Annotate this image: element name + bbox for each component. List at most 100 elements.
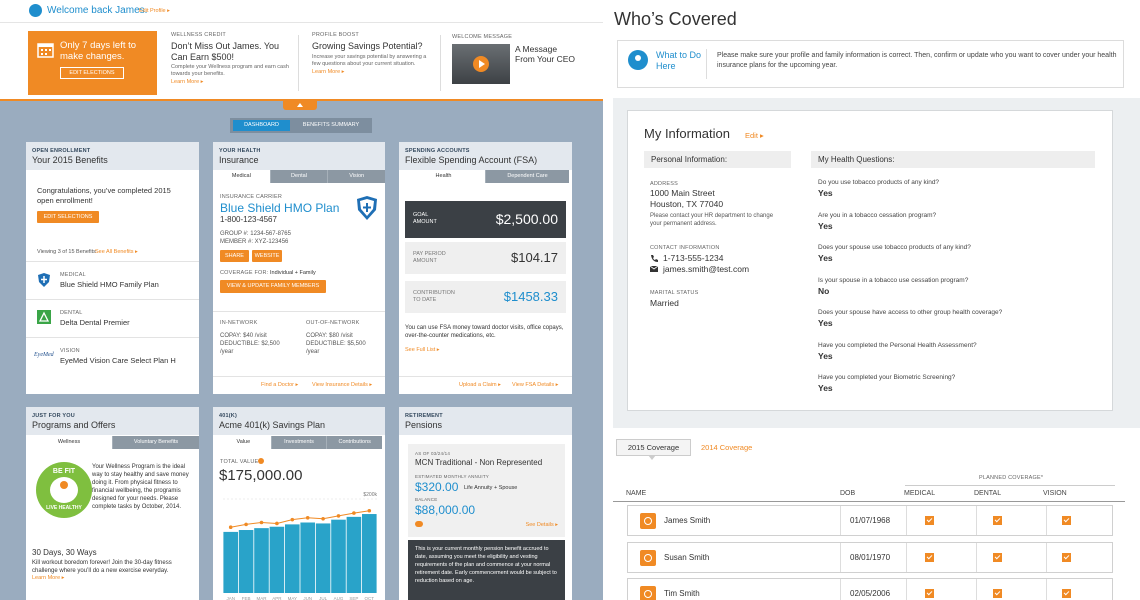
bar <box>362 514 377 593</box>
coverage-value: Individual + Family <box>270 270 316 276</box>
member-icon-badge <box>644 553 652 562</box>
see-all-link[interactable]: See All Benefits ▸ <box>95 249 138 255</box>
cell-divider <box>906 579 907 600</box>
divider <box>213 376 385 377</box>
tab[interactable]: Vision <box>327 170 385 183</box>
tab[interactable]: Value <box>216 436 271 449</box>
column-header: NAME <box>626 490 647 497</box>
badge-bottom: LIVE HEALTHY <box>46 505 82 511</box>
coverage-checkbox[interactable] <box>925 516 934 525</box>
planned-coverage: PLANNED COVERAGE* <box>979 475 1044 481</box>
coverage-checkbox[interactable] <box>925 552 934 562</box>
line-point <box>275 521 279 526</box>
coverage-checkbox[interactable] <box>1062 552 1071 562</box>
address-label: ADDRESS <box>650 181 678 187</box>
promo-wellness: WELLNESS CREDIT Don’t Miss Out James. Yo… <box>171 32 293 85</box>
learn-more[interactable]: Learn More ▸ <box>32 575 65 581</box>
update-family-button[interactable]: VIEW & UPDATE FAMILY MEMBERS <box>220 280 326 293</box>
page-title: Who’s Covered <box>614 9 737 29</box>
promo-text: Increase your savings potential by answe… <box>312 53 427 67</box>
dashboard-tab[interactable]: DASHBOARD <box>233 120 290 131</box>
tab[interactable]: Dependent Care <box>485 170 569 183</box>
badge-head <box>60 481 68 489</box>
see-full-list[interactable]: See Full List ▸ <box>405 347 440 353</box>
network-label: IN-NETWORK <box>220 320 258 326</box>
share-button[interactable]: SHARE <box>220 250 249 262</box>
health-answer: Yes <box>818 253 833 263</box>
tab[interactable]: Contributions <box>326 436 383 449</box>
member-row: Tim Smith 02/05/2006 <box>627 578 1113 600</box>
coverage-tab[interactable]: 2014 Coverage <box>701 443 753 452</box>
line-point <box>290 517 295 522</box>
tab[interactable]: Investments <box>270 436 327 449</box>
x-tick-label: JUL <box>319 596 327 600</box>
edit-profile[interactable]: Edit Profile ▸ <box>139 8 170 14</box>
info-card: My Information Edit ▸ Personal Informati… <box>627 110 1113 411</box>
what-to-do: What to Do Here <box>656 50 702 71</box>
fsa-card: SPENDING ACCOUNTS Flexible Spending Accou… <box>399 142 572 394</box>
video-thumbnail[interactable] <box>452 44 510 84</box>
total-value: $175,000.00 <box>219 467 303 484</box>
info-icon[interactable] <box>258 458 264 464</box>
fsa-details-link[interactable]: View FSA Details ▸ <box>512 382 559 388</box>
edit-link[interactable]: Edit ▸ <box>745 131 764 140</box>
savings-card: 401(K) Acme 401(k) Savings Plan Value Inv… <box>213 407 385 600</box>
cell-divider <box>840 542 841 572</box>
coverage-checkbox[interactable] <box>925 589 934 598</box>
deductible: DEDUCTIBLE: $2,500 /year <box>220 341 280 355</box>
member-name: Susan Smith <box>664 552 710 562</box>
divider <box>26 337 199 338</box>
cell-divider <box>906 506 907 535</box>
learn-more[interactable]: Learn More ▸ <box>171 79 204 85</box>
tab[interactable]: Health <box>402 170 485 183</box>
viewing-count: Viewing 3 of 15 Benefits <box>37 249 96 255</box>
insurance-details-link[interactable]: View Insurance Details ▸ <box>312 382 373 388</box>
see-details[interactable]: See Details ▸ <box>525 522 558 528</box>
fsa-value: $1458.33 <box>503 289 558 304</box>
bar <box>238 530 254 593</box>
y-tick-label: $200k <box>363 492 377 498</box>
divider <box>26 299 199 300</box>
health-question: Have you completed the Personal Health A… <box>818 341 977 349</box>
savings-chart: $200k JAN FEB MAR APR MAY JUN JUL AUG SEP OCT <box>223 492 377 600</box>
find-doctor-link[interactable]: Find a Doctor ▸ <box>261 382 299 388</box>
bar <box>315 523 331 593</box>
tab[interactable]: Dental <box>269 170 328 183</box>
fsa-row: PAY PERIOD AMOUNT $104.17 <box>405 242 566 274</box>
edit-selections-button[interactable]: EDIT SELECTIONS <box>37 211 99 223</box>
health-question: Have you completed your Biometric Screen… <box>818 374 956 381</box>
card-title: Programs and Offers <box>32 420 116 430</box>
divider <box>26 261 199 262</box>
tab[interactable]: Medical <box>213 170 270 183</box>
cell-divider <box>840 506 841 535</box>
member-dob: 08/01/1970 <box>850 552 891 562</box>
coverage-checkbox[interactable] <box>993 552 1002 562</box>
coverage-checkbox[interactable] <box>1062 516 1071 525</box>
line-point <box>228 525 233 529</box>
upload-claim-link[interactable]: Upload a Claim ▸ <box>459 382 501 388</box>
coverage-checkbox[interactable] <box>993 516 1002 525</box>
medical-icon <box>38 273 50 287</box>
health-question: Is your spouse in a tobacco use cessatio… <box>818 276 969 284</box>
email: james.smith@test.com <box>663 264 750 274</box>
tab[interactable]: Wellness <box>26 436 112 449</box>
tooltip-icon[interactable] <box>415 521 423 527</box>
badge-top: BE FIT <box>52 468 76 475</box>
eyebrow: 401(K) <box>219 413 238 419</box>
tab[interactable]: Voluntary Benefits <box>112 436 199 449</box>
check-mark <box>994 589 1001 596</box>
learn-more[interactable]: Learn More ▸ <box>312 68 345 75</box>
coverage-checkbox[interactable] <box>993 589 1002 598</box>
plan-type: MEDICAL <box>60 272 86 278</box>
x-tick-label: APR <box>272 596 282 600</box>
coverage-checkbox[interactable] <box>1062 589 1071 598</box>
insurance-card: YOUR HEALTH Insurance Medical Dental Visi… <box>213 142 385 394</box>
edit-elections-button[interactable]: EDIT ELECTIONS <box>60 67 124 79</box>
summary-tab[interactable]: BENEFITS SUMMARY <box>302 122 360 128</box>
eyebrow: SPENDING ACCOUNTS <box>405 148 470 154</box>
challenge-title: 30 Days, 30 Ways <box>32 548 97 557</box>
eyebrow: PROFILE BOOST <box>312 32 359 38</box>
phone-icon <box>651 255 658 262</box>
website-button[interactable]: WEBSITE <box>252 250 282 262</box>
